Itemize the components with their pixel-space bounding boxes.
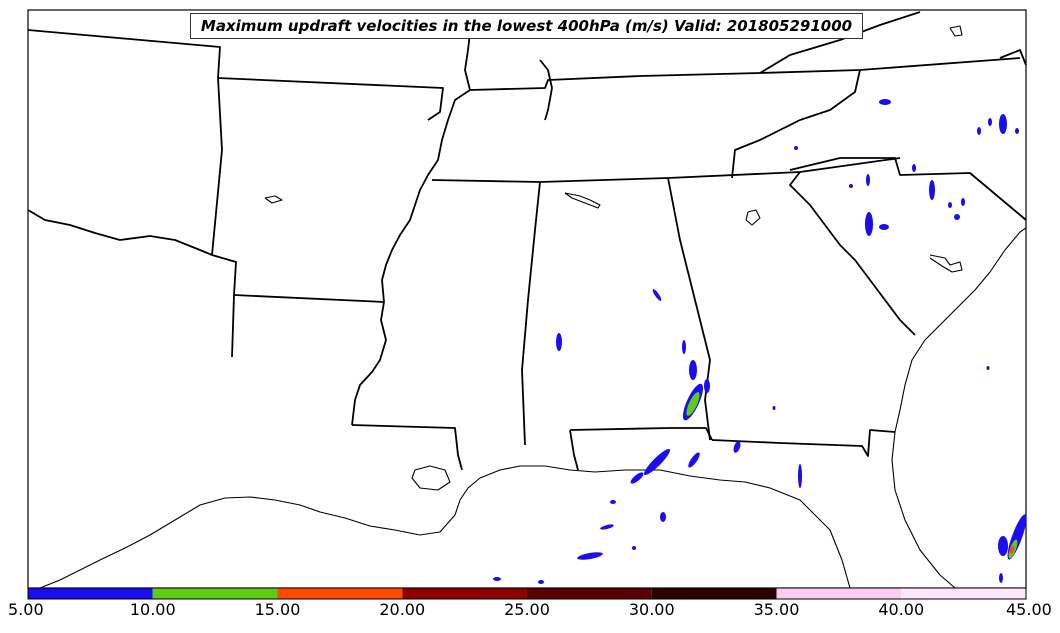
updraft-blob (493, 577, 501, 581)
updraft-blob (929, 180, 935, 200)
updraft-blob (794, 146, 798, 150)
lake-pontchartrain (411, 465, 451, 491)
border-al-fl-west (569, 429, 579, 471)
lake-guntersville (564, 192, 601, 209)
colorbar-bin (152, 588, 278, 599)
updraft-blob (865, 212, 873, 236)
updraft-blob (866, 174, 870, 186)
colorbar-bin (776, 588, 902, 599)
updraft-blob (660, 512, 666, 522)
updraft-blob (630, 472, 644, 484)
colorbar-bin (527, 588, 652, 599)
updraft-blob (954, 214, 960, 220)
updraft-blob (688, 452, 700, 468)
updraft-blob (977, 127, 981, 135)
colorbar-bin (277, 588, 403, 599)
state-borders (27, 11, 1027, 471)
updraft-blob (849, 184, 853, 188)
colorbar-bin (28, 588, 153, 599)
colorbar-tick-label: 20.00 (379, 600, 426, 619)
updraft-blob (999, 573, 1003, 583)
border-mo-ar (217, 77, 444, 121)
updraft-blob (600, 524, 614, 530)
updraft-blob (704, 379, 710, 393)
updraft-blob (643, 448, 671, 476)
updraft-blob (1015, 128, 1019, 134)
border-va-coast (999, 49, 1027, 66)
updraft-blob (689, 360, 697, 380)
map-title: Maximum updraft velocities in the lowest… (190, 13, 863, 39)
updraft-blob (879, 224, 889, 230)
lake-kentucky-ne (949, 25, 963, 37)
updraft-blob (879, 99, 891, 105)
updraft-blob (948, 202, 952, 208)
border-ar-la (233, 294, 385, 303)
colorbar-tick-label: 15.00 (254, 600, 301, 619)
updraft-blob (986, 366, 990, 370)
updraft-blob (632, 546, 636, 550)
updraft-blob (998, 536, 1008, 556)
updraft-blob (686, 392, 700, 416)
border-ms-al (521, 181, 541, 446)
border-al-ga (667, 177, 711, 441)
border-ky-west (539, 59, 553, 121)
border-ga-fl (711, 429, 896, 457)
border-tx-ok-river (27, 209, 213, 256)
border-nc-sc (789, 157, 1027, 221)
updraft-blob (577, 552, 603, 560)
updraft-blob (652, 289, 662, 301)
border-ok-ar-tx (211, 77, 237, 358)
border-ky-wv (759, 11, 921, 74)
colorbar-bin (651, 588, 777, 599)
updraft-blob (999, 114, 1007, 134)
colorbar-bin (402, 588, 527, 599)
colorbar-tick-label: 35.00 (753, 600, 800, 619)
updraft-blob (1009, 546, 1015, 554)
colorbar-tick-label: 5.00 (8, 600, 44, 619)
colorbar-tick-label: 30.00 (628, 600, 675, 619)
atlantic-coastline-se (894, 227, 1027, 433)
coastline (39, 25, 1027, 589)
colorbar-bin (901, 588, 1026, 599)
updraft-blob (556, 333, 562, 351)
border-ga-sc (789, 171, 916, 336)
colorbar-tick-label: 40.00 (878, 600, 925, 619)
border-va-nc (731, 69, 861, 179)
border-ks-ok (27, 29, 221, 79)
updraft-blob (538, 580, 544, 584)
colorbar-tick-label: 25.00 (504, 600, 550, 619)
map-frame (27, 9, 1027, 589)
gulf-coastline (39, 465, 851, 589)
updraft-blob (772, 406, 776, 410)
updraft-blob (961, 198, 965, 206)
colorbar-tick-label: 10.00 (129, 600, 176, 619)
lake-marion (929, 254, 963, 273)
colorbar-frame (27, 587, 1027, 600)
updraft-blob (733, 441, 741, 453)
updraft-blob (912, 164, 916, 172)
mississippi-river-border (351, 23, 472, 426)
updraft-blob (988, 118, 992, 126)
updraft-blob (610, 500, 616, 504)
florida-east-coast (891, 431, 956, 589)
colorbar (28, 588, 1026, 599)
lake-lanier (745, 209, 761, 226)
updraft-blob (682, 340, 686, 354)
border-al-fl (569, 427, 713, 441)
updraft-blob (798, 464, 802, 488)
updraft-contours (493, 99, 1027, 584)
colorbar-tick-label: 45.00 (1006, 600, 1052, 619)
lake-arkansas (264, 195, 283, 204)
border-la-ms (351, 424, 463, 471)
